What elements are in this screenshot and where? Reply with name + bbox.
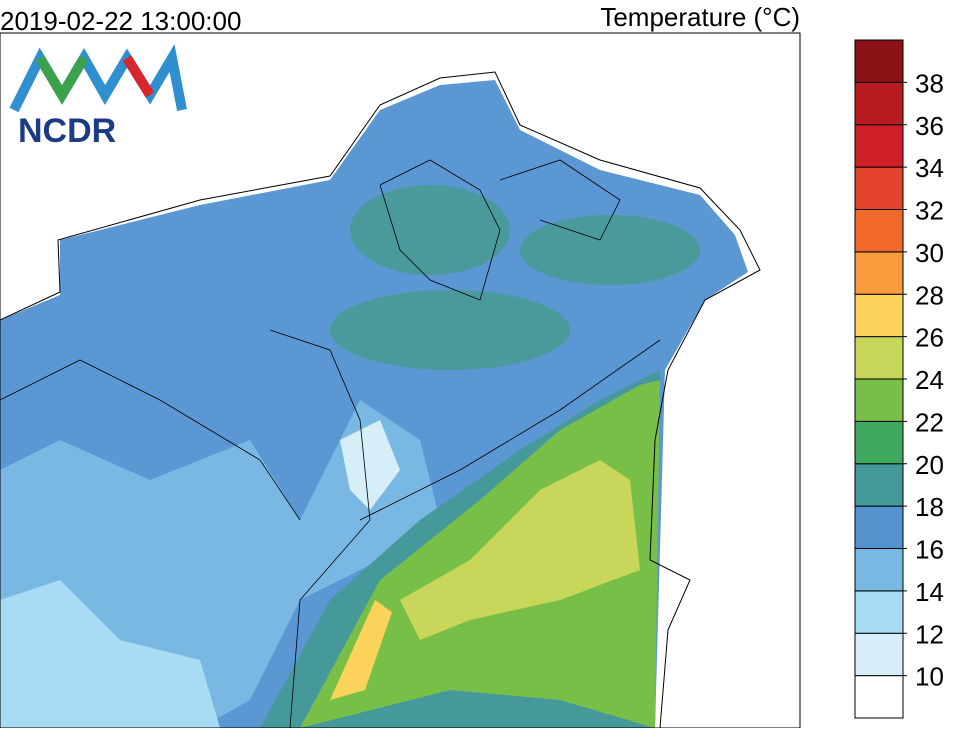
colorbar-box — [854, 166, 904, 210]
colorbar-label: 10 — [915, 662, 944, 692]
colorbar-box — [854, 675, 904, 719]
timestamp: 2019-02-22 13:00:00 — [0, 6, 241, 36]
colorbar-box — [854, 251, 904, 295]
temperature-field-26 — [330, 600, 392, 700]
colorbar-label: 30 — [915, 238, 944, 268]
colorbar-label: 38 — [915, 68, 944, 98]
temperature-field-12 — [0, 580, 220, 728]
coastline — [0, 71, 761, 729]
temperature-field-18 — [520, 215, 700, 285]
colorbar-label: 20 — [915, 450, 944, 480]
colorbar-box — [854, 293, 904, 338]
logo-text: NCDR — [18, 112, 116, 150]
county-boundary — [0, 159, 661, 729]
colorbar-box — [854, 463, 904, 507]
colorbar-label: 24 — [915, 365, 944, 395]
colorbar-label: 26 — [915, 323, 944, 353]
colorbar-box — [854, 81, 904, 126]
colorbar-label: 36 — [915, 111, 944, 141]
logo-mark — [122, 55, 155, 98]
temperature-field-24 — [400, 460, 640, 640]
colorbar-box — [854, 590, 904, 634]
temperature-field-12 — [340, 420, 400, 510]
colorbar-box — [854, 209, 904, 253]
map-title: Temperature (°C) — [600, 2, 800, 32]
colorbar-label: 22 — [915, 407, 944, 437]
colorbar-label: 34 — [915, 153, 944, 183]
temperature-field-18 — [330, 290, 570, 370]
colorbar-label: 14 — [915, 577, 944, 607]
colorbar: 10 12 14 16 18 20 22 24 26 28 30 32 34 36 38 — [854, 39, 944, 719]
colorbar-box — [854, 505, 904, 549]
colorbar-box — [854, 39, 904, 83]
colorbar-box — [854, 336, 904, 380]
colorbar-label: 28 — [915, 280, 944, 310]
colorbar-box — [854, 124, 904, 168]
colorbar-label: 32 — [915, 196, 944, 226]
map — [0, 32, 801, 729]
colorbar-label: 16 — [915, 535, 944, 565]
colorbar-label: 12 — [915, 619, 944, 649]
colorbar-box — [854, 420, 904, 465]
logo-mark — [35, 55, 89, 105]
colorbar-label: 18 — [915, 492, 944, 522]
colorbar-box — [854, 632, 904, 677]
colorbar-box — [854, 548, 904, 592]
colorbar-box — [854, 378, 904, 422]
logo: NCDR — [9, 44, 187, 150]
temperature-field-18 — [350, 185, 510, 275]
